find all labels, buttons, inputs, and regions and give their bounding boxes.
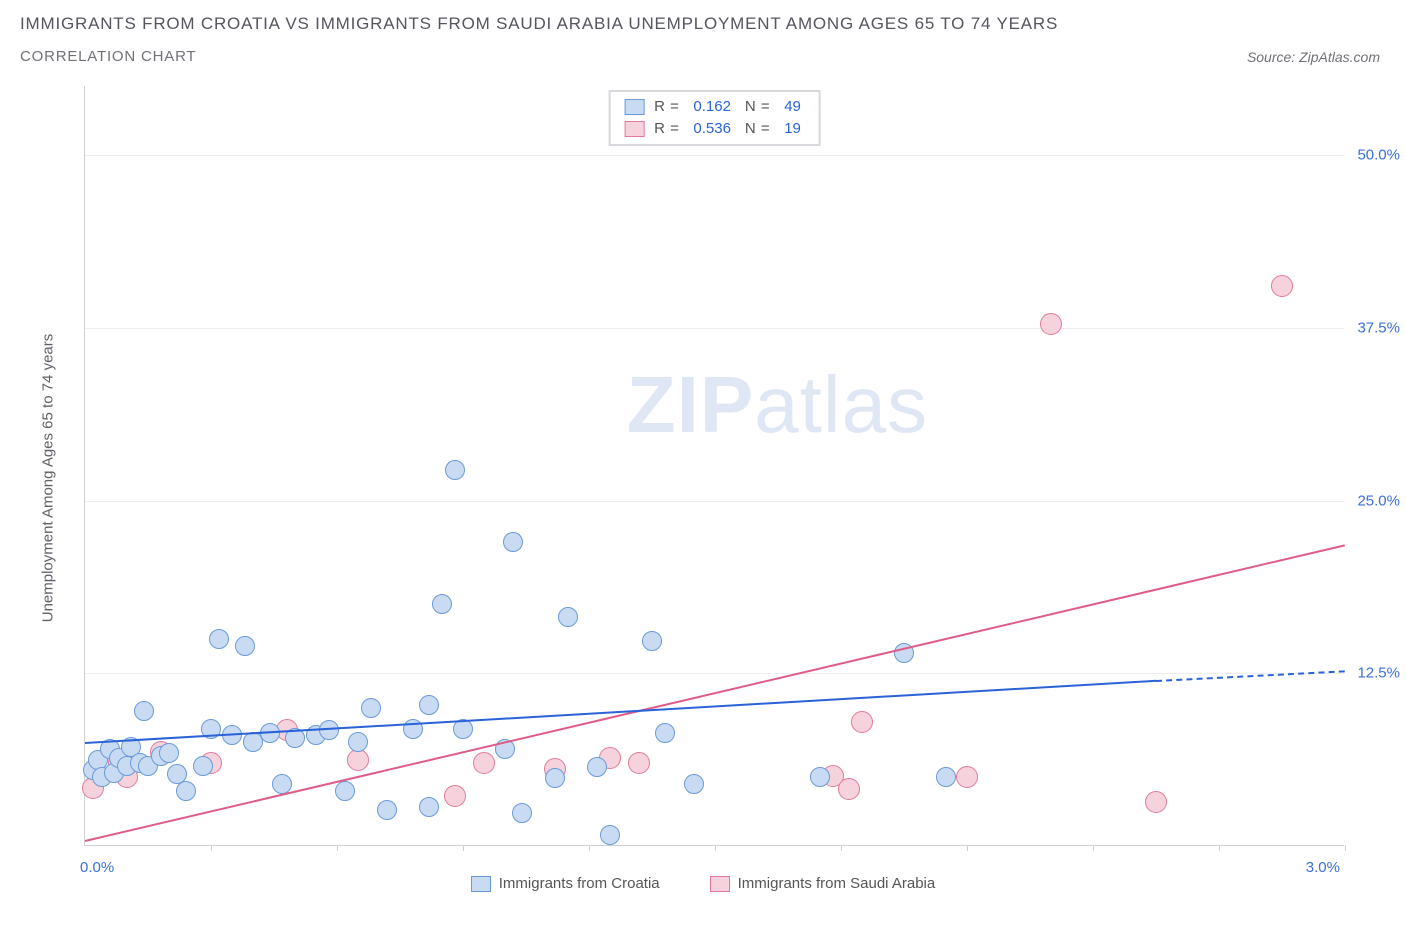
swatch-saudi bbox=[624, 121, 644, 137]
data-point-croatia bbox=[936, 767, 956, 787]
gridline bbox=[85, 155, 1344, 156]
source-attribution: Source: ZipAtlas.com bbox=[1247, 49, 1380, 65]
x-tick bbox=[463, 845, 464, 851]
data-point-croatia bbox=[419, 797, 439, 817]
data-point-saudi bbox=[851, 711, 873, 733]
correlation-legend: R = 0.162 N = 49 R = 0.536 N = 19 bbox=[608, 90, 821, 146]
x-tick bbox=[1345, 845, 1346, 851]
x-tick bbox=[1219, 845, 1220, 851]
x-tick bbox=[337, 845, 338, 851]
data-point-saudi bbox=[1040, 313, 1062, 335]
data-point-croatia bbox=[512, 803, 532, 823]
chart-subtitle: CORRELATION CHART bbox=[20, 48, 196, 65]
data-point-croatia bbox=[159, 743, 179, 763]
x-tick bbox=[841, 845, 842, 851]
scatter-plot: ZIPatlas R = 0.162 N = 49 R = 0.536 N = … bbox=[84, 86, 1344, 846]
data-point-croatia bbox=[558, 607, 578, 627]
data-point-saudi bbox=[473, 752, 495, 774]
data-point-croatia bbox=[348, 732, 368, 752]
data-point-croatia bbox=[134, 701, 154, 721]
data-point-saudi bbox=[956, 766, 978, 788]
data-point-saudi bbox=[838, 778, 860, 800]
x-tick bbox=[967, 845, 968, 851]
legend-item-saudi: Immigrants from Saudi Arabia bbox=[710, 875, 936, 892]
y-tick-label: 25.0% bbox=[1357, 492, 1400, 509]
x-tick bbox=[589, 845, 590, 851]
page-title: IMMIGRANTS FROM CROATIA VS IMMIGRANTS FR… bbox=[20, 14, 1406, 34]
series-legend: Immigrants from Croatia Immigrants from … bbox=[20, 875, 1386, 892]
legend-row-saudi: R = 0.536 N = 19 bbox=[624, 118, 805, 140]
data-point-croatia bbox=[361, 698, 381, 718]
data-point-saudi bbox=[444, 785, 466, 807]
data-point-saudi bbox=[1145, 791, 1167, 813]
data-point-croatia bbox=[810, 767, 830, 787]
data-point-croatia bbox=[503, 532, 523, 552]
y-tick-label: 50.0% bbox=[1357, 147, 1400, 164]
data-point-croatia bbox=[377, 800, 397, 820]
x-tick bbox=[211, 845, 212, 851]
legend-row-croatia: R = 0.162 N = 49 bbox=[624, 96, 805, 118]
gridline bbox=[85, 673, 1344, 674]
data-point-saudi bbox=[347, 749, 369, 771]
gridline bbox=[85, 328, 1344, 329]
swatch-croatia bbox=[624, 99, 644, 115]
x-tick bbox=[1093, 845, 1094, 851]
data-point-saudi bbox=[628, 752, 650, 774]
data-point-croatia bbox=[600, 825, 620, 845]
y-tick-label: 37.5% bbox=[1357, 319, 1400, 336]
gridline bbox=[85, 501, 1344, 502]
data-point-croatia bbox=[193, 756, 213, 776]
x-axis-max-label: 3.0% bbox=[1306, 859, 1340, 876]
data-point-croatia bbox=[445, 460, 465, 480]
data-point-croatia bbox=[545, 768, 565, 788]
data-point-croatia bbox=[684, 774, 704, 794]
data-point-croatia bbox=[235, 636, 255, 656]
data-point-croatia bbox=[587, 757, 607, 777]
y-axis-title: Unemployment Among Ages 65 to 74 years bbox=[40, 334, 57, 623]
data-point-croatia bbox=[642, 631, 662, 651]
y-tick-label: 12.5% bbox=[1357, 665, 1400, 682]
data-point-saudi bbox=[1271, 275, 1293, 297]
trend-line bbox=[1156, 671, 1345, 683]
data-point-croatia bbox=[419, 695, 439, 715]
x-tick bbox=[715, 845, 716, 851]
legend-item-croatia: Immigrants from Croatia bbox=[471, 875, 660, 892]
data-point-croatia bbox=[655, 723, 675, 743]
data-point-croatia bbox=[335, 781, 355, 801]
data-point-croatia bbox=[176, 781, 196, 801]
data-point-croatia bbox=[432, 594, 452, 614]
data-point-croatia bbox=[209, 629, 229, 649]
watermark: ZIPatlas bbox=[627, 359, 928, 451]
x-axis-min-label: 0.0% bbox=[80, 859, 114, 876]
